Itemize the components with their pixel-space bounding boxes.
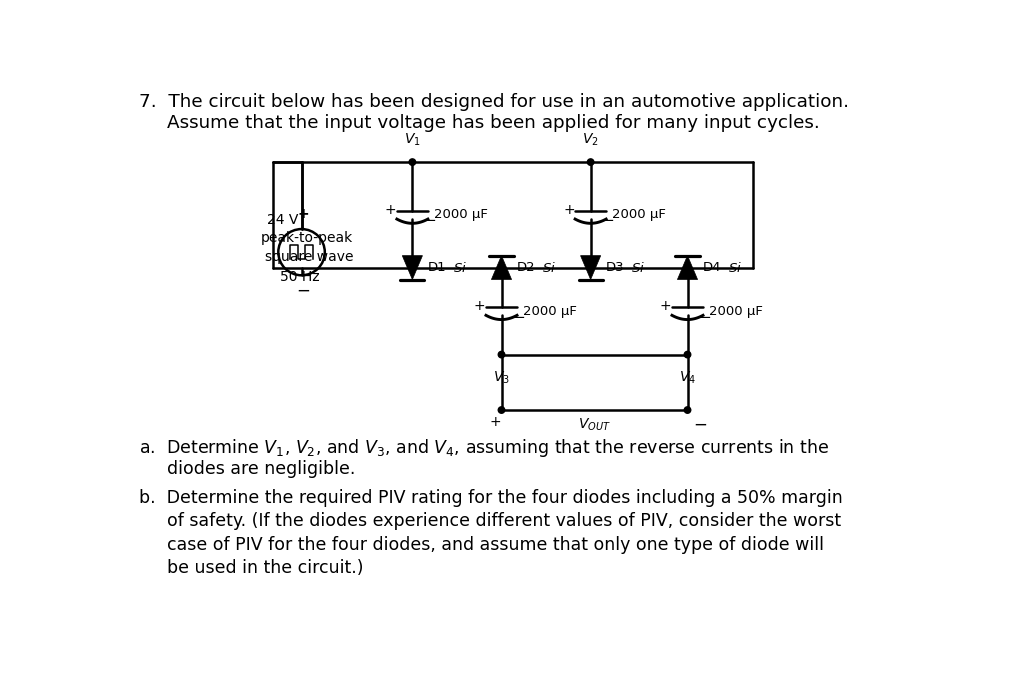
Polygon shape [402, 256, 423, 280]
Text: 2000 μF: 2000 μF [523, 305, 577, 318]
Polygon shape [491, 256, 512, 280]
Text: a.  Determine $V_1$, $V_2$, and $V_3$, and $V_4$, assuming that the reverse curr: a. Determine $V_1$, $V_2$, and $V_3$, an… [139, 437, 829, 459]
Text: 24 V: 24 V [266, 213, 298, 227]
Text: 2000 μF: 2000 μF [710, 305, 764, 318]
Text: −: − [698, 310, 711, 325]
Text: D1: D1 [428, 261, 447, 274]
Circle shape [498, 264, 505, 271]
Text: +: + [474, 299, 486, 313]
Text: square wave: square wave [265, 250, 353, 264]
Text: −: − [602, 213, 614, 229]
Text: 2000 μF: 2000 μF [434, 209, 488, 221]
Polygon shape [580, 256, 601, 280]
Text: $V_3$: $V_3$ [493, 370, 510, 387]
Text: −: − [694, 416, 708, 433]
Text: D3: D3 [606, 261, 625, 274]
Text: +: + [564, 203, 575, 217]
Text: $V_2$: $V_2$ [582, 132, 599, 148]
Circle shape [498, 407, 505, 413]
Text: +: + [489, 416, 501, 429]
Circle shape [498, 351, 505, 358]
Text: +: + [660, 299, 671, 313]
Text: D2: D2 [517, 261, 536, 274]
Text: Assume that the input voltage has been applied for many input cycles.: Assume that the input voltage has been a… [167, 114, 819, 131]
Text: +: + [384, 203, 397, 217]
Text: peak-to-peak: peak-to-peak [261, 232, 353, 245]
Circle shape [684, 351, 691, 358]
Text: −: − [513, 310, 525, 325]
Text: case of PIV for the four diodes, and assume that only one type of diode will: case of PIV for the four diodes, and ass… [167, 536, 824, 554]
Text: $Si$: $Si$ [449, 261, 467, 275]
Text: $Si$: $Si$ [538, 261, 556, 275]
Text: $V_1$: $V_1$ [404, 132, 421, 148]
Text: −: − [424, 213, 436, 229]
Text: 7.  The circuit below has been designed for use in an automotive application.: 7. The circuit below has been designed f… [139, 93, 848, 111]
Text: $V_4$: $V_4$ [679, 370, 696, 387]
Circle shape [684, 264, 691, 271]
Text: b.  Determine the required PIV rating for the four diodes including a 50% margin: b. Determine the required PIV rating for… [139, 489, 842, 507]
Text: D4: D4 [703, 261, 721, 274]
Text: −: − [296, 282, 310, 299]
Text: $Si$: $Si$ [627, 261, 645, 275]
Text: 50 Hz: 50 Hz [280, 270, 319, 284]
Text: of safety. (If the diodes experience different values of PIV, consider the worst: of safety. (If the diodes experience dif… [167, 512, 841, 531]
Circle shape [684, 407, 691, 413]
Text: +: + [297, 207, 309, 221]
Text: $Si$: $Si$ [724, 261, 742, 275]
Text: 2000 μF: 2000 μF [612, 209, 666, 221]
Text: diodes are negligible.: diodes are negligible. [167, 460, 355, 478]
Circle shape [587, 159, 594, 165]
Circle shape [409, 159, 415, 165]
Polygon shape [678, 256, 697, 280]
Text: $V_{OUT}$: $V_{OUT}$ [578, 416, 611, 433]
Text: be used in the circuit.): be used in the circuit.) [167, 559, 364, 577]
